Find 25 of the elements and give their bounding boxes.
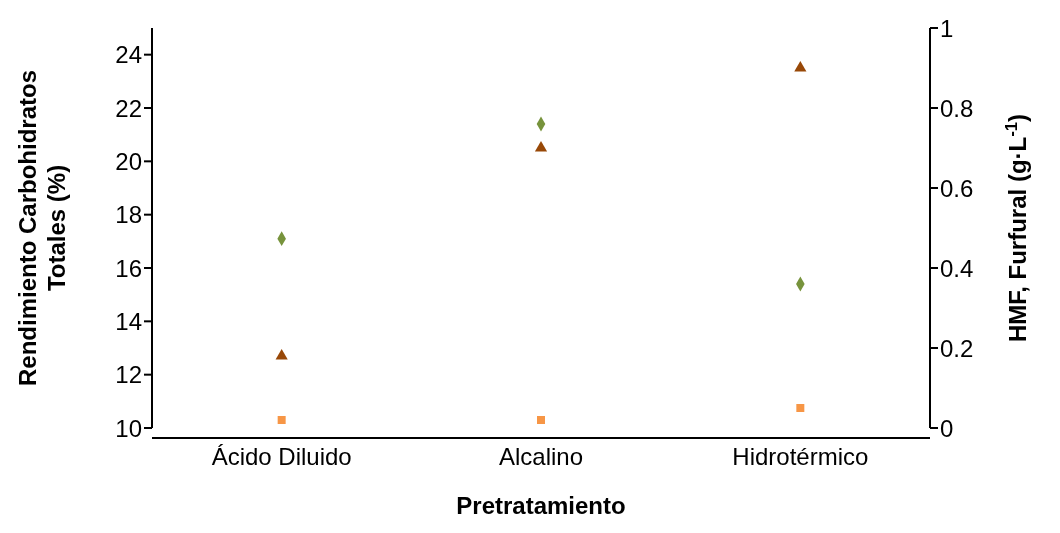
y-tick-label: 10	[115, 414, 142, 442]
y2-tick-label: 0.4	[940, 254, 974, 282]
point	[277, 416, 286, 424]
y-tick-label: 20	[115, 147, 142, 175]
y-axis-title: Rendimiento Carbohidratos Totales (%)	[14, 69, 70, 387]
y-tick-label: 12	[115, 361, 142, 389]
y-tick-label: 24	[115, 41, 142, 69]
y2-tick-label: 0	[940, 414, 954, 442]
y2-tick-label: 0.2	[940, 334, 974, 362]
x-tick-label: Hidrotérmico	[732, 443, 869, 471]
x-axis-title: Pretratamiento	[456, 492, 626, 519]
y-tick-label: 16	[115, 254, 142, 282]
x-tick-label: Alcalino	[498, 443, 584, 471]
point	[534, 140, 548, 152]
point	[275, 348, 288, 360]
y2-tick-label: 0.8	[940, 94, 974, 122]
y-tick-label: 18	[115, 201, 142, 229]
point	[796, 404, 805, 412]
y2-tick-label: 0.6	[940, 174, 974, 202]
y-tick-label: 14	[115, 307, 142, 335]
point	[537, 416, 545, 424]
y2-tick-label: 1	[940, 14, 954, 42]
y-tick-label: 22	[115, 94, 142, 122]
x-tick-label: Ácido Diluido	[211, 443, 352, 471]
point	[794, 60, 807, 72]
